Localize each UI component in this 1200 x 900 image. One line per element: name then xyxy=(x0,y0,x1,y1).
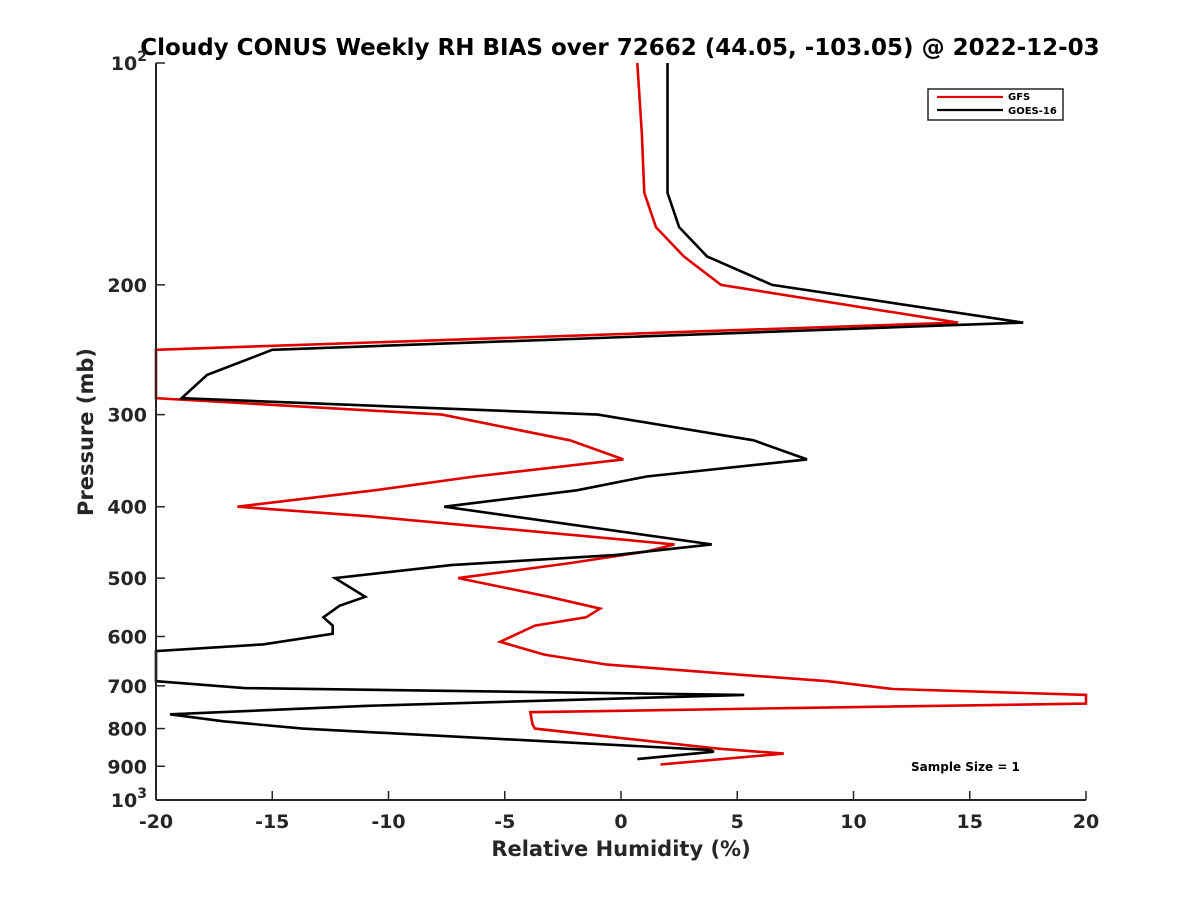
legend: GFS GOES-16 xyxy=(927,88,1064,121)
series-layer xyxy=(154,62,1088,766)
y-tick-label: 900 xyxy=(107,756,147,778)
x-tick-label: -10 xyxy=(371,811,405,833)
x-tick-label: 20 xyxy=(1073,811,1099,833)
x-tick-label: 5 xyxy=(731,811,744,833)
x-axis-label: Relative Humidity (%) xyxy=(491,837,750,861)
x-tick-label: 15 xyxy=(957,811,983,833)
y-axis-label: Pressure (mb) xyxy=(74,348,98,516)
x-tick-label: 0 xyxy=(614,811,627,833)
y-ticks: 102 200 300 400 500 600 700 800 900 103 xyxy=(107,49,165,812)
y-tick-label: 500 xyxy=(107,568,147,590)
series-line-1 xyxy=(154,63,1024,761)
y-tick-label: 300 xyxy=(107,405,147,427)
x-tick-label: -5 xyxy=(494,811,515,833)
y-tick-label: 103 xyxy=(111,786,147,812)
legend-label-gfs: GFS xyxy=(1008,92,1030,103)
x-tick-label: -20 xyxy=(139,811,173,833)
y-tick-label: 400 xyxy=(107,497,147,519)
x-tick-label: -15 xyxy=(255,811,289,833)
chart-title: Cloudy CONUS Weekly RH BIAS over 72662 (… xyxy=(140,35,1099,61)
series-line-0 xyxy=(154,62,1088,766)
y-tick-label: 700 xyxy=(107,676,147,698)
legend-label-goes16: GOES-16 xyxy=(1008,106,1057,117)
y-tick-label: 102 xyxy=(111,49,147,75)
y-tick-label: 800 xyxy=(107,719,147,741)
legend-box xyxy=(927,88,1064,121)
sample-size-annotation: Sample Size = 1 xyxy=(911,760,1020,774)
y-tick-label: 600 xyxy=(107,626,147,648)
y-tick-label: 200 xyxy=(107,275,147,297)
x-ticks: -20 -15 -10 -5 0 5 10 15 20 xyxy=(139,791,1099,833)
x-tick-label: 10 xyxy=(840,811,866,833)
